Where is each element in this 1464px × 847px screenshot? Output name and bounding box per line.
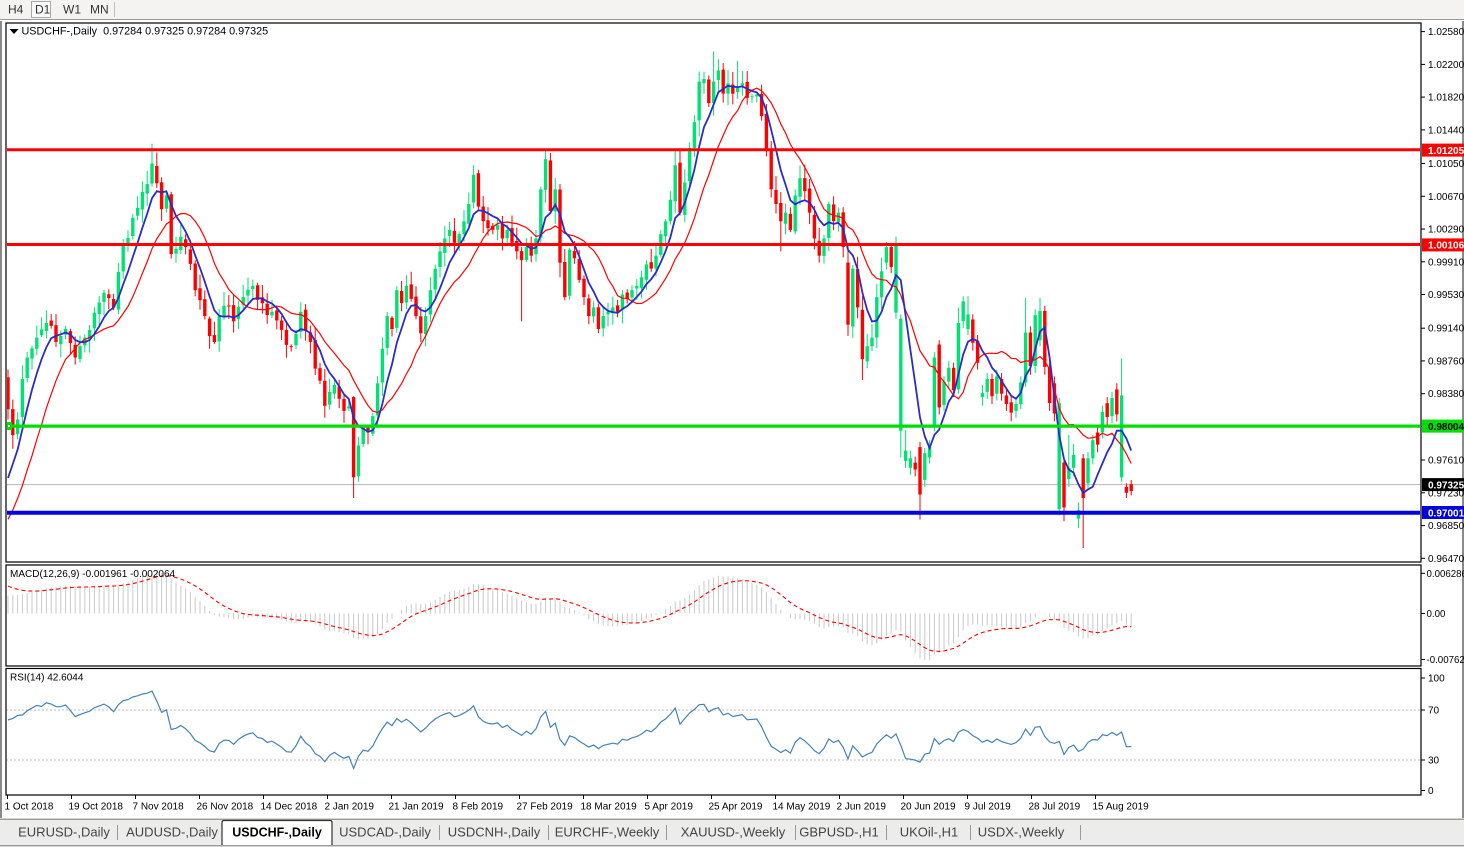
svg-text:USDCHF-,Daily: USDCHF-,Daily xyxy=(232,826,322,840)
svg-text:0.97230: 0.97230 xyxy=(1428,488,1464,499)
svg-text:15 Aug 2019: 15 Aug 2019 xyxy=(1093,802,1150,813)
svg-text:AUDUSD-,Daily: AUDUSD-,Daily xyxy=(126,825,218,840)
svg-text:XAUUSD-,Weekly: XAUUSD-,Weekly xyxy=(681,825,786,840)
svg-text:0.00: 0.00 xyxy=(1427,609,1446,620)
svg-text:9 Jul 2019: 9 Jul 2019 xyxy=(965,802,1012,813)
svg-text:19 Oct 2018: 19 Oct 2018 xyxy=(69,802,124,813)
svg-text:0.96850: 0.96850 xyxy=(1428,521,1464,532)
svg-text:0.99530: 0.99530 xyxy=(1428,290,1464,301)
svg-text:1.00106: 1.00106 xyxy=(1428,241,1464,252)
svg-text:14 May 2019: 14 May 2019 xyxy=(773,802,831,813)
svg-text:2 Jun 2019: 2 Jun 2019 xyxy=(837,802,887,813)
svg-text:100: 100 xyxy=(1428,674,1445,685)
svg-text:MACD(12,26,9) -0.001961 -0.002: MACD(12,26,9) -0.001961 -0.002064 xyxy=(10,569,176,580)
svg-text:0.98380: 0.98380 xyxy=(1428,389,1464,400)
svg-text:USDCNH-,Daily: USDCNH-,Daily xyxy=(448,825,541,840)
svg-text:USDX-,Weekly: USDX-,Weekly xyxy=(978,825,1065,840)
svg-text:1 Oct 2018: 1 Oct 2018 xyxy=(5,802,54,813)
svg-text:0: 0 xyxy=(1428,786,1434,797)
svg-text:0.97610: 0.97610 xyxy=(1428,456,1464,467)
svg-text:1.01050: 1.01050 xyxy=(1428,159,1464,170)
svg-text:GBPUSD-,H1: GBPUSD-,H1 xyxy=(799,825,878,840)
svg-text:18 Mar 2019: 18 Mar 2019 xyxy=(581,802,638,813)
svg-text:2 Jan 2019: 2 Jan 2019 xyxy=(325,802,375,813)
svg-text:-0.00762: -0.00762 xyxy=(1427,655,1464,666)
svg-text:0.97325: 0.97325 xyxy=(1428,480,1464,491)
svg-text:0.98760: 0.98760 xyxy=(1428,356,1464,367)
svg-text:0.006286: 0.006286 xyxy=(1427,569,1464,580)
svg-text:EURCHF-,Weekly: EURCHF-,Weekly xyxy=(555,825,660,840)
svg-text:UKOil-,H1: UKOil-,H1 xyxy=(900,825,959,840)
svg-text:28 Jul 2019: 28 Jul 2019 xyxy=(1029,802,1081,813)
svg-text:D1: D1 xyxy=(35,3,51,17)
svg-text:USDCAD-,Daily: USDCAD-,Daily xyxy=(339,825,431,840)
svg-text:1.01820: 1.01820 xyxy=(1428,93,1464,104)
svg-text:RSI(14) 42.6044: RSI(14) 42.6044 xyxy=(10,673,84,684)
svg-text:26 Nov 2018: 26 Nov 2018 xyxy=(197,802,254,813)
svg-text:14 Dec 2018: 14 Dec 2018 xyxy=(261,802,318,813)
svg-text:0.98004: 0.98004 xyxy=(1428,422,1464,433)
svg-text:7 Nov 2018: 7 Nov 2018 xyxy=(133,802,185,813)
svg-text:0.96470: 0.96470 xyxy=(1428,554,1464,565)
svg-text:1.02580: 1.02580 xyxy=(1428,27,1464,38)
svg-text:21 Jan 2019: 21 Jan 2019 xyxy=(389,802,444,813)
svg-text:1.02200: 1.02200 xyxy=(1428,60,1464,71)
svg-text:1.01205: 1.01205 xyxy=(1428,146,1464,157)
svg-text:W1: W1 xyxy=(63,3,81,17)
svg-text:H4: H4 xyxy=(8,3,24,17)
svg-text:0.97001: 0.97001 xyxy=(1428,508,1464,519)
svg-text:MN: MN xyxy=(90,3,109,17)
svg-text:0.99910: 0.99910 xyxy=(1428,257,1464,268)
svg-text:27 Feb 2019: 27 Feb 2019 xyxy=(517,802,574,813)
svg-text:25 Apr 2019: 25 Apr 2019 xyxy=(709,802,763,813)
svg-text:USDCHF-,Daily 0.97284 0.97325: USDCHF-,Daily 0.97284 0.97325 0.97284 0.… xyxy=(22,26,269,38)
svg-text:1.01440: 1.01440 xyxy=(1428,125,1464,136)
svg-text:EURUSD-,Daily: EURUSD-,Daily xyxy=(18,825,110,840)
svg-text:1.00290: 1.00290 xyxy=(1428,225,1464,236)
svg-text:5 Apr 2019: 5 Apr 2019 xyxy=(645,802,694,813)
svg-text:30: 30 xyxy=(1428,756,1440,767)
svg-text:20 Jun 2019: 20 Jun 2019 xyxy=(901,802,956,813)
svg-text:70: 70 xyxy=(1428,706,1440,717)
svg-text:1.00670: 1.00670 xyxy=(1428,192,1464,203)
svg-text:8 Feb 2019: 8 Feb 2019 xyxy=(453,802,504,813)
svg-text:0.99140: 0.99140 xyxy=(1428,324,1464,335)
